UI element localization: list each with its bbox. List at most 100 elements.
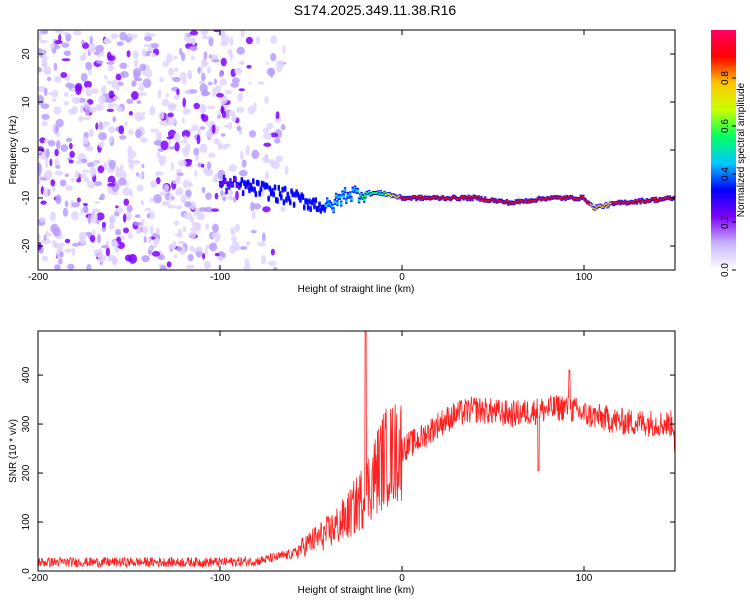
track-core: [254, 192, 258, 196]
track-core: [554, 196, 557, 199]
noise-blob: [39, 217, 46, 223]
noise-blob: [214, 192, 219, 200]
noise-blob: [239, 246, 248, 250]
noise-blob: [70, 210, 80, 221]
track-core: [611, 201, 614, 204]
noise-blob: [214, 84, 222, 95]
noise-blob: [245, 241, 251, 246]
track-core: [429, 197, 432, 200]
noise-blob: [179, 140, 188, 144]
track-core: [520, 199, 524, 202]
noise-blob: [236, 125, 242, 131]
colorbar-tick-label: 0.6: [720, 119, 731, 133]
noise-blob: [64, 248, 73, 253]
noise-blob: [209, 242, 218, 252]
track-core: [388, 193, 391, 196]
track-core: [547, 197, 551, 200]
noise-blob: [272, 266, 278, 270]
track-core: [301, 195, 305, 199]
noise-blob: [134, 214, 141, 219]
noise-blob: [212, 30, 221, 33]
track-core: [243, 181, 246, 185]
noise-blob: [111, 103, 118, 107]
noise-blob: [188, 73, 193, 80]
noise-blob: [103, 75, 108, 80]
track-core: [314, 198, 317, 202]
noise-blob: [268, 260, 277, 266]
track-core: [583, 198, 586, 201]
track-core: [433, 195, 436, 198]
track-core: [603, 204, 607, 207]
noise-blob: [111, 79, 118, 89]
noise-blob: [46, 76, 52, 82]
track-core: [262, 182, 265, 186]
colorbar-tick-label: 0.0: [720, 263, 731, 277]
track-core: [573, 198, 576, 201]
noise-blob: [119, 31, 127, 41]
track-core: [447, 197, 450, 200]
track-core: [277, 186, 281, 190]
noise-blob: [176, 205, 183, 210]
noise-blob: [251, 211, 256, 220]
noise-blob: [90, 167, 97, 177]
noise-blob: [275, 155, 284, 162]
snr-series-line: [38, 331, 675, 569]
track-core: [347, 194, 351, 198]
track-core: [283, 187, 287, 191]
noise-blob: [212, 178, 216, 182]
noise-blob: [159, 77, 164, 83]
noise-blob: [69, 142, 73, 150]
track-core: [295, 190, 298, 194]
track-core: [238, 185, 241, 189]
noise-blob: [201, 35, 211, 40]
noise-blob: [66, 263, 75, 270]
noise-blob: [49, 211, 56, 222]
track-core: [439, 197, 442, 200]
noise-blob: [171, 196, 175, 200]
noise-blob: [80, 207, 84, 215]
noise-blob: [98, 196, 103, 201]
track-core: [468, 198, 472, 201]
noise-blob: [203, 260, 211, 269]
track-core: [649, 199, 653, 202]
noise-blob: [51, 89, 59, 98]
noise-blob: [182, 106, 189, 116]
noise-blob: [124, 121, 128, 126]
track-core: [350, 197, 353, 201]
noise-blob: [141, 163, 145, 169]
track-core: [378, 192, 381, 195]
noise-blob: [54, 170, 64, 176]
noise-blob: [108, 126, 116, 134]
y-tick-label: 400: [21, 366, 32, 383]
noise-blob: [128, 111, 133, 116]
track-core: [231, 182, 235, 186]
noise-blob: [41, 120, 48, 127]
noise-blob: [203, 51, 208, 60]
track-core: [625, 202, 628, 205]
noise-blob: [245, 36, 253, 45]
track-core: [667, 197, 670, 200]
x-tick-label: 0: [399, 573, 405, 584]
noise-blob: [168, 193, 174, 202]
colorbar-tick-label: 0.8: [720, 71, 731, 85]
noise-blob: [272, 161, 280, 170]
track-core: [352, 188, 356, 192]
noise-blob: [127, 32, 133, 38]
track-core: [241, 191, 245, 195]
track-core: [345, 199, 348, 203]
track-core: [589, 203, 593, 206]
noise-blob: [183, 135, 188, 141]
noise-blob: [96, 60, 104, 64]
track-core: [248, 188, 251, 192]
noise-blob: [79, 234, 84, 243]
noise-blob: [43, 49, 47, 55]
noise-blob: [123, 227, 129, 234]
y-tick-label: 0: [21, 568, 32, 574]
track-core: [422, 196, 426, 199]
track-core: [229, 179, 232, 183]
track-core: [361, 195, 365, 199]
track-core: [616, 201, 619, 204]
track-core: [546, 196, 549, 199]
noise-blob: [88, 128, 94, 138]
